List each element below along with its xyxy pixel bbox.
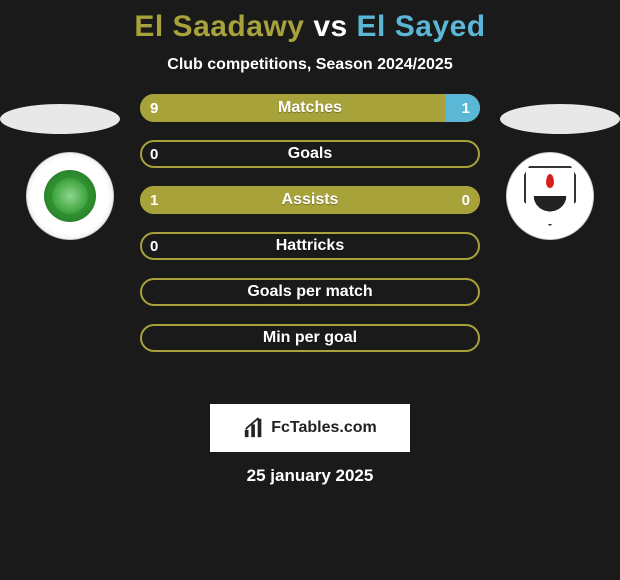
- player-silhouette-right: [500, 104, 620, 134]
- club-logo-left-mark: [44, 170, 96, 222]
- metric-label: Min per goal: [140, 324, 480, 352]
- player-silhouette-left: [0, 104, 120, 134]
- metric-row: Goals0: [140, 140, 480, 168]
- metric-label: Goals per match: [140, 278, 480, 306]
- branding-badge: FcTables.com: [210, 404, 410, 452]
- metric-value-left: 0: [140, 140, 168, 168]
- metric-label: Hattricks: [140, 232, 480, 260]
- branding-text: FcTables.com: [271, 419, 377, 437]
- metric-row: Goals per match: [140, 278, 480, 306]
- metric-row: Matches9 1: [140, 94, 480, 122]
- metric-value-left: 9: [140, 94, 168, 122]
- metric-row: Assists1 0: [140, 186, 480, 214]
- metric-value-right: 0: [452, 186, 480, 214]
- fctables-icon: [243, 417, 265, 439]
- metric-label: Assists: [140, 186, 480, 214]
- metric-value-left: 0: [140, 232, 168, 260]
- club-logo-left: [26, 152, 114, 240]
- metric-bars: Matches91Goals0Assists10Hattricks0Goals …: [140, 94, 480, 370]
- metric-row: Hattricks0: [140, 232, 480, 260]
- vs-text: vs: [313, 10, 347, 43]
- metric-label: Matches: [140, 94, 480, 122]
- player1-name: El Saadawy: [134, 10, 304, 43]
- club-logo-right: [506, 152, 594, 240]
- player2-name: El Sayed: [357, 10, 486, 43]
- snapshot-date: 25 january 2025: [0, 466, 620, 486]
- metric-row: Min per goal: [140, 324, 480, 352]
- metric-label: Goals: [140, 140, 480, 168]
- club-logo-right-mark: [524, 166, 576, 226]
- subtitle: Club competitions, Season 2024/2025: [0, 56, 620, 74]
- comparison-canvas: Matches91Goals0Assists10Hattricks0Goals …: [0, 94, 620, 394]
- comparison-title: El Saadawy vs El Sayed: [0, 0, 620, 44]
- metric-value-left: 1: [140, 186, 168, 214]
- metric-value-right: 1: [452, 94, 480, 122]
